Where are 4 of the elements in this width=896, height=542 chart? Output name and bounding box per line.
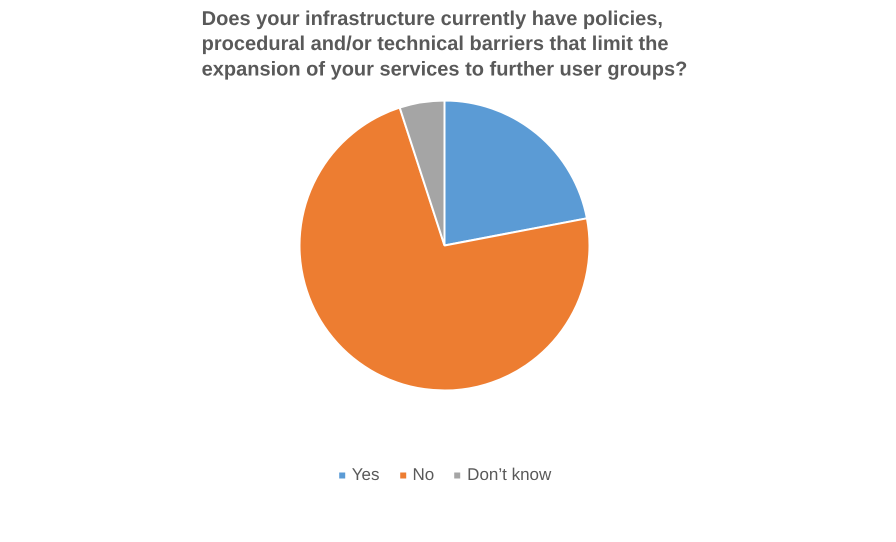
legend-label: Yes	[352, 465, 380, 485]
chart-title: Does your infrastructure currently have policies, procedural and/or technical barriers that limit the expansion of your services to further user groups?	[202, 8, 688, 80]
legend-label: Don’t know	[467, 465, 552, 485]
legend-label: No	[412, 465, 434, 485]
